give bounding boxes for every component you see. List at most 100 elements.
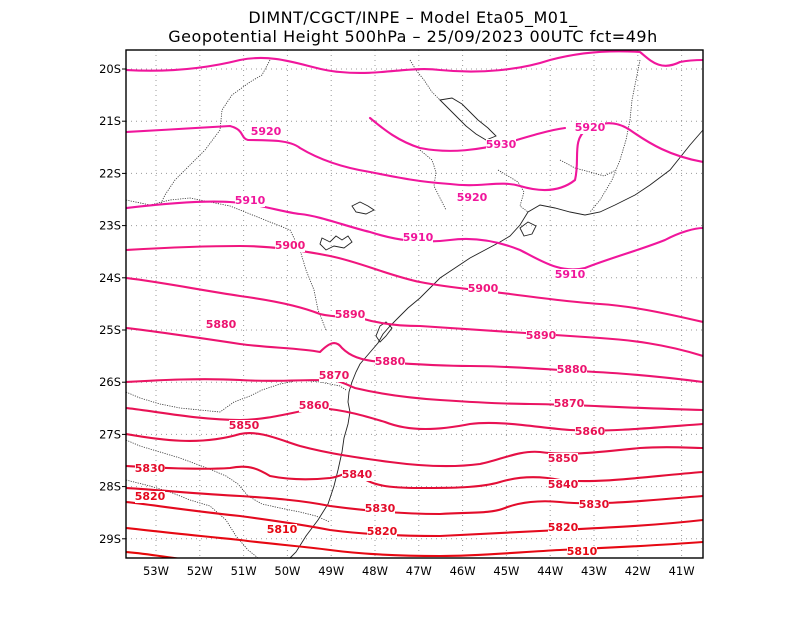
y-tick-label: 25S [99, 323, 121, 337]
contour-label: 5840 [342, 468, 373, 481]
contour-label: 5870 [554, 397, 585, 410]
contour-label: 5820 [548, 521, 579, 534]
contour-label: 5830 [135, 462, 166, 475]
contour-label-bg [548, 522, 578, 534]
y-tick-label: 23S [99, 219, 121, 233]
chart-title-line1: DIMNT/CGCT/INPE – Model Eta05_M01_ [248, 8, 578, 28]
coastline [289, 97, 703, 558]
contour-label-bg [567, 546, 597, 558]
contour-5830 [126, 486, 703, 516]
x-tick-label: 49W [318, 564, 344, 578]
plot-frame [125, 49, 704, 559]
state-borders [126, 59, 641, 558]
contour-5820 [126, 500, 703, 538]
contour-label-bg [229, 420, 259, 432]
contour-label: 5820 [367, 525, 398, 538]
y-tick-label: 22S [99, 166, 121, 180]
contour-5840 [126, 464, 703, 490]
contour-label: 5840 [548, 478, 579, 491]
contour-label: 5890 [526, 329, 557, 342]
contour-label-bg [135, 491, 165, 503]
chart-title-line2: Geopotential Height 500hPa – 25/09/2023 … [168, 27, 657, 46]
y-tick-label: 27S [99, 427, 121, 441]
contour-label-bg [486, 139, 516, 151]
contour-label-bg [557, 364, 587, 376]
contour-label-bg [251, 126, 281, 138]
x-tick-label: 41W [669, 564, 695, 578]
contour-label: 5880 [375, 355, 406, 368]
contour-label-bg [457, 192, 487, 204]
contour-label-bg [575, 122, 605, 134]
contour-label-bg [554, 398, 584, 410]
contour-label: 5930 [486, 138, 517, 151]
contour-5890 [126, 276, 703, 358]
contour-label: 5920 [251, 125, 282, 138]
x-tick-label: 43W [581, 564, 607, 578]
contour-5880 [126, 326, 703, 384]
contour-label: 5830 [579, 498, 610, 511]
x-tick-label: 44W [537, 564, 563, 578]
contour-label: 5880 [206, 318, 237, 331]
contour-label: 5910 [235, 194, 266, 207]
contour-label-bg [275, 240, 305, 252]
contour-label: 5830 [365, 502, 396, 515]
contour-label-bg [299, 400, 329, 412]
contour-label-bg [235, 195, 265, 207]
y-tick-label: 21S [99, 114, 121, 128]
contour-label-bg [342, 469, 372, 481]
contour-5920 [126, 122, 703, 191]
contour-label-bg [555, 269, 585, 281]
contour-label: 5920 [457, 191, 488, 204]
contour-5930b [368, 116, 567, 152]
contour-label: 5920 [575, 121, 606, 134]
y-tick-label: 24S [99, 271, 121, 285]
contour-label: 5910 [403, 231, 434, 244]
contour-label-bg [367, 526, 397, 538]
contour-label: 5870 [319, 369, 350, 382]
contour-label-bg [548, 453, 578, 465]
x-tick-label: 51W [231, 564, 257, 578]
contour-5900 [126, 244, 703, 324]
contour-label: 5900 [468, 282, 499, 295]
contour-label-bg [468, 283, 498, 295]
contour-5800 [126, 550, 182, 558]
y-tick-label: 20S [99, 62, 121, 76]
x-tick-label: 42W [625, 564, 651, 578]
contour-label: 5860 [575, 425, 606, 438]
contour-label-bg [579, 499, 609, 511]
contour-label-bg [335, 309, 365, 321]
contour-label-bg [135, 463, 165, 475]
contour-lines [126, 50, 703, 558]
contour-5930 [126, 50, 703, 75]
contour-label: 5890 [335, 308, 366, 321]
contour-label: 5850 [229, 419, 260, 432]
y-tick-label: 26S [99, 375, 121, 389]
contour-label-bg [403, 232, 433, 244]
contour-label-bg [319, 370, 349, 382]
contour-label-bg [575, 426, 605, 438]
axis-tick-labels: 53W 52W 51W 50W 49W 48W 47W 46W 45W 44W 43W 42W 41W 2… [99, 62, 695, 578]
contour-label-bg [526, 330, 556, 342]
y-tick-label: 29S [99, 532, 121, 546]
x-tick-label: 45W [493, 564, 519, 578]
contour-label-bg [365, 503, 395, 515]
contour-labels: 5930 5920 5920 5920 5910 5910 5910 5900 5900 5890… [135, 121, 610, 558]
contour-label: 5810 [267, 523, 298, 536]
contour-label-bg [267, 524, 297, 536]
contour-label-bg [206, 319, 236, 331]
contour-label: 5810 [567, 545, 598, 558]
contour-label: 5900 [275, 239, 306, 252]
x-tick-label: 52W [187, 564, 213, 578]
contour-label-bg [375, 356, 405, 368]
contour-label: 5880 [557, 363, 588, 376]
contour-label-bg [548, 479, 578, 491]
contour-label: 5860 [299, 399, 330, 412]
contour-5870 [126, 378, 703, 412]
x-tick-label: 47W [406, 564, 432, 578]
x-tick-label: 53W [143, 564, 169, 578]
x-tick-label: 48W [362, 564, 388, 578]
contour-label: 5820 [135, 490, 166, 503]
contour-label: 5850 [548, 452, 579, 465]
x-tick-label: 46W [450, 564, 476, 578]
